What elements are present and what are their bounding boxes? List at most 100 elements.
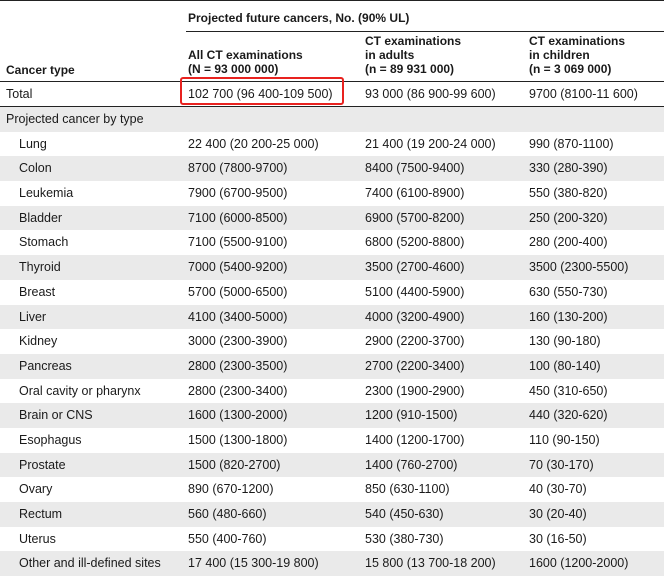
- cancer-type-header: Cancer type: [6, 63, 75, 77]
- table-row: Liver 4100 (3400-5000) 4000 (3200-4900) …: [0, 304, 664, 330]
- children-header-line2: in children: [529, 48, 590, 62]
- cancer-type-cell: Prostate: [19, 457, 66, 472]
- table-row: Stomach 7100 (5500-9100) 6800 (5200-8800…: [0, 230, 664, 255]
- cancer-type-cell: Leukemia: [19, 186, 74, 201]
- column-spanner-header: Projected future cancers, No. (90% UL): [188, 11, 410, 25]
- cancer-type-cell: Liver: [19, 309, 47, 324]
- table-row: Prostate 1500 (820-2700) 1400 (760-2700)…: [0, 452, 664, 478]
- all-ct-cell: 17 400 (15 300-19 800): [188, 556, 319, 571]
- total-all-value: 102 700 (96 400-109 500): [188, 87, 333, 101]
- all-ct-cell: 1500 (1300-1800): [188, 432, 288, 447]
- adults-cell: 6800 (5200-8800): [365, 235, 465, 250]
- children-cell: 40 (30-70): [529, 482, 587, 497]
- children-cell: 110 (90-150): [529, 432, 600, 447]
- table-row: Bladder 7100 (6000-8500) 6900 (5700-8200…: [0, 205, 664, 231]
- adults-header-line2: in adults: [365, 48, 415, 62]
- adults-cell: 7400 (6100-8900): [365, 186, 465, 201]
- spanner-rule: [186, 31, 664, 32]
- total-children-value: 9700 (8100-11 600): [529, 87, 638, 101]
- total-row: Total 102 700 (96 400-109 500) 93 000 (8…: [0, 82, 664, 107]
- all-ct-cell: 7100 (6000-8500): [188, 210, 288, 225]
- cancer-type-cell: Lung: [19, 136, 47, 151]
- adults-header: CT examinations in adults (n = 89 931 00…: [365, 34, 461, 76]
- children-header: CT examinations in children (n = 3 069 0…: [529, 34, 625, 76]
- table-row: Kidney 3000 (2300-3900) 2900 (2200-3700)…: [0, 329, 664, 354]
- adults-cell: 2300 (1900-2900): [365, 383, 465, 398]
- children-cell: 630 (550-730): [529, 284, 608, 299]
- cancer-type-cell: Breast: [19, 284, 56, 299]
- total-label: Total: [6, 87, 33, 101]
- cancer-type-cell: Kidney: [19, 334, 58, 349]
- all-ct-cell: 3000 (2300-3900): [188, 334, 288, 349]
- all-ct-cell: 2800 (2300-3400): [188, 383, 288, 398]
- all-ct-header-line1: All CT examinations: [188, 48, 303, 62]
- all-ct-header: All CT examinations (N = 93 000 000): [188, 48, 303, 76]
- table-row: Colon 8700 (7800-9700) 8400 (7500-9400) …: [0, 156, 664, 182]
- table-header: Projected future cancers, No. (90% UL) C…: [0, 0, 664, 82]
- cancer-type-cell: Uterus: [19, 531, 56, 546]
- adults-cell: 15 800 (13 700-18 200): [365, 556, 496, 571]
- adults-cell: 5100 (4400-5900): [365, 284, 465, 299]
- adults-cell: 1400 (760-2700): [365, 457, 458, 472]
- adults-cell: 540 (450-630): [365, 507, 444, 521]
- all-ct-cell: 560 (480-660): [188, 507, 267, 521]
- table-row: Esophagus 1500 (1300-1800) 1400 (1200-17…: [0, 428, 664, 453]
- table-row: Pancreas 2800 (2300-3500) 2700 (2200-340…: [0, 353, 664, 379]
- adults-cell: 2900 (2200-3700): [365, 334, 465, 349]
- table-row: Leukemia 7900 (6700-9500) 7400 (6100-890…: [0, 181, 664, 206]
- table-row: Rectum 560 (480-660) 540 (450-630) 30 (2…: [0, 502, 664, 527]
- top-rule: [0, 0, 664, 1]
- cancer-type-cell: Other and ill-defined sites: [19, 556, 161, 571]
- children-cell: 990 (870-1100): [529, 136, 614, 151]
- highlight-box: [180, 77, 344, 105]
- all-ct-cell: 2800 (2300-3500): [188, 358, 288, 373]
- all-ct-cell: 8700 (7800-9700): [188, 161, 288, 176]
- table-row: Breast 5700 (5000-6500) 5100 (4400-5900)…: [0, 280, 664, 305]
- cancer-type-cell: Ovary: [19, 482, 53, 497]
- children-cell: 440 (320-620): [529, 408, 608, 423]
- children-cell: 100 (80-140): [529, 358, 601, 373]
- children-cell: 30 (16-50): [529, 531, 587, 546]
- children-cell: 280 (200-400): [529, 235, 608, 250]
- adults-cell: 1200 (910-1500): [365, 408, 458, 423]
- all-ct-header-line2: (N = 93 000 000): [188, 62, 279, 76]
- children-header-line3: (n = 3 069 000): [529, 62, 612, 76]
- children-cell: 250 (200-320): [529, 210, 608, 225]
- children-cell: 330 (280-390): [529, 161, 608, 176]
- section-row: Projected cancer by type: [0, 107, 664, 132]
- all-ct-cell: 1600 (1300-2000): [188, 408, 288, 423]
- adults-cell: 21 400 (19 200-24 000): [365, 136, 496, 151]
- adults-cell: 8400 (7500-9400): [365, 161, 465, 176]
- adults-header-line1: CT examinations: [365, 34, 462, 48]
- table-row: Other and ill-defined sites 17 400 (15 3…: [0, 551, 664, 576]
- section-label: Projected cancer by type: [6, 112, 144, 126]
- adults-cell: 4000 (3200-4900): [365, 309, 465, 324]
- cancer-type-cell: Thyroid: [19, 260, 61, 275]
- cancer-type-cell: Bladder: [19, 210, 63, 225]
- all-ct-cell: 22 400 (20 200-25 000): [188, 136, 319, 151]
- table-row: Ovary 890 (670-1200) 850 (630-1100) 40 (…: [0, 477, 664, 502]
- cancer-type-cell: Oral cavity or pharynx: [19, 383, 141, 398]
- adults-cell: 530 (380-730): [365, 531, 444, 546]
- cancer-type-cell: Rectum: [19, 507, 63, 521]
- table-row: Lung 22 400 (20 200-25 000) 21 400 (19 2…: [0, 132, 664, 157]
- children-cell: 550 (380-820): [529, 186, 608, 201]
- adults-header-line3: (n = 89 931 000): [365, 62, 455, 76]
- total-adults-value: 93 000 (86 900-99 600): [365, 87, 496, 101]
- children-cell: 1600 (1200-2000): [529, 556, 629, 571]
- table-row: Oral cavity or pharynx 2800 (2300-3400) …: [0, 379, 664, 404]
- children-cell: 160 (130-200): [529, 309, 608, 324]
- all-ct-cell: 7100 (5500-9100): [188, 235, 288, 250]
- all-ct-cell: 890 (670-1200): [188, 482, 274, 497]
- adults-cell: 3500 (2700-4600): [365, 260, 465, 275]
- all-ct-cell: 4100 (3400-5000): [188, 309, 288, 324]
- table-row: Uterus 550 (400-760) 530 (380-730) 30 (1…: [0, 527, 664, 552]
- all-ct-cell: 550 (400-760): [188, 531, 267, 546]
- cancer-type-cell: Brain or CNS: [19, 408, 93, 423]
- all-ct-cell: 7900 (6700-9500): [188, 186, 288, 201]
- children-cell: 130 (90-180): [529, 334, 601, 349]
- table-body: Lung 22 400 (20 200-25 000) 21 400 (19 2…: [0, 132, 664, 576]
- cancer-type-cell: Colon: [19, 161, 52, 176]
- children-header-line1: CT examinations: [529, 34, 626, 48]
